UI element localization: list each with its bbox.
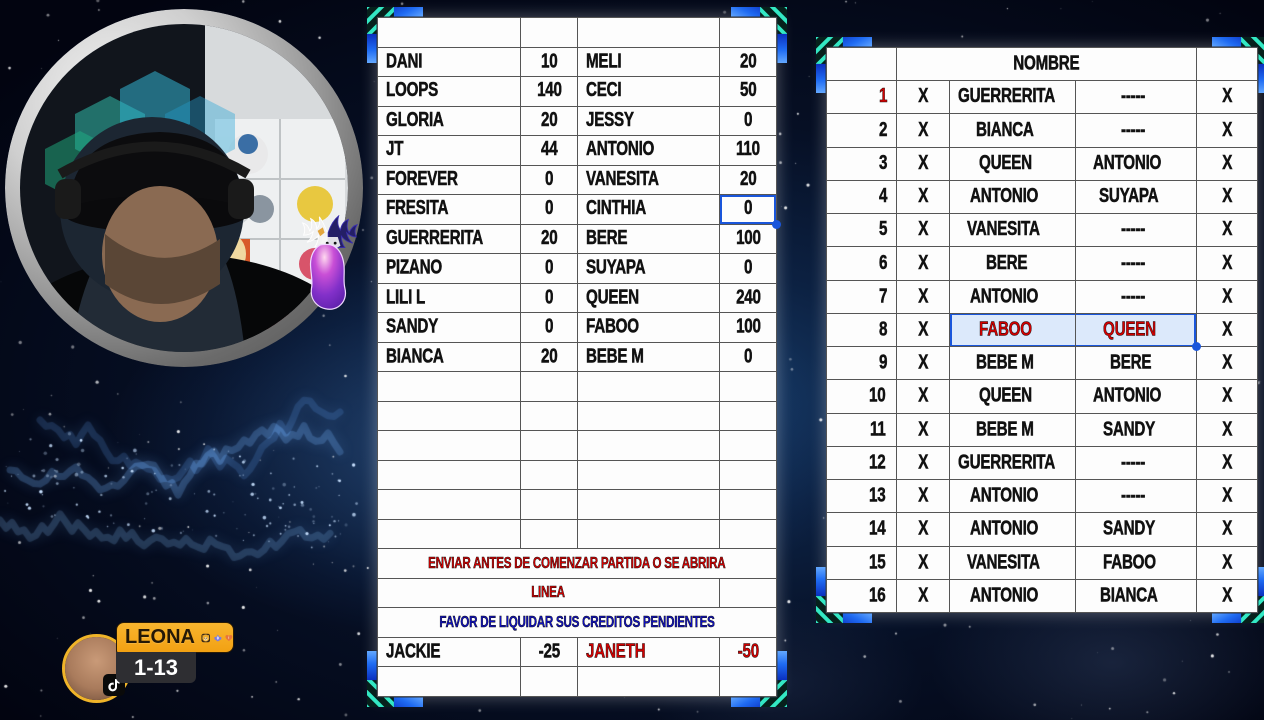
- svg-text:!: !: [229, 635, 230, 639]
